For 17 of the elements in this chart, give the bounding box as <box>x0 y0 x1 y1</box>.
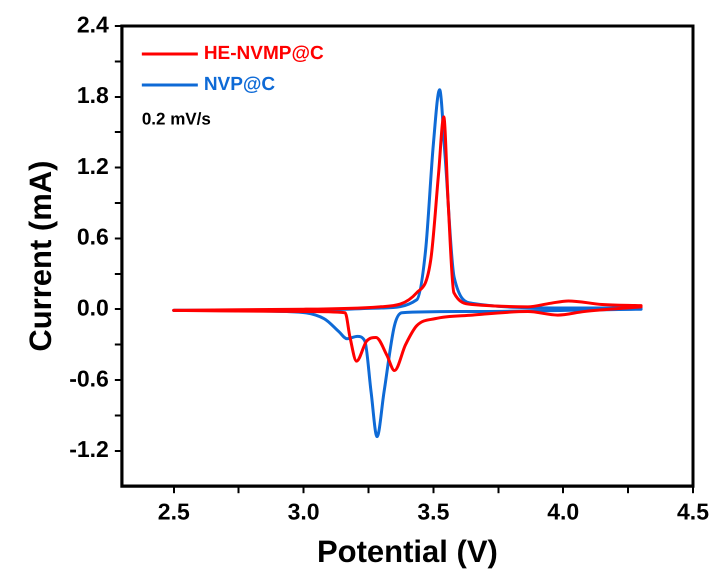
y-tick-label: -1.2 <box>69 436 109 462</box>
x-tick-label: 4.5 <box>677 498 710 524</box>
y-tick-label: -0.6 <box>69 365 109 392</box>
y-tick-label: 1.8 <box>76 82 110 108</box>
y-tick-label: 2.4 <box>76 11 110 38</box>
y-axis-title: Current (mA) <box>23 160 58 352</box>
legend-label: HE-NVMP@C <box>204 43 324 64</box>
y-tick-label: 1.2 <box>76 152 109 179</box>
legend-label: NVP@C <box>204 74 276 96</box>
x-axis-title: Potential (V) <box>316 534 498 569</box>
x-tick-label: 3.5 <box>417 498 450 524</box>
y-tick-label: 0.0 <box>76 294 109 321</box>
x-tick-label: 4.0 <box>547 498 580 524</box>
y-tick-label: 0.6 <box>76 224 109 250</box>
x-tick-label: 3.0 <box>288 498 320 524</box>
x-tick-label: 2.5 <box>158 498 190 524</box>
annotation: 0.2 mV/s <box>142 110 211 129</box>
